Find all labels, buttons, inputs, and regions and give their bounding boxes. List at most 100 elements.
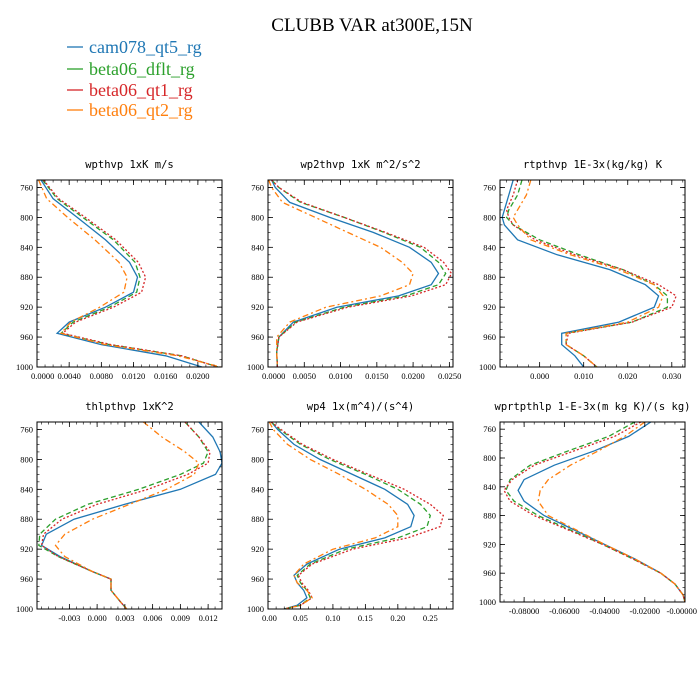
plot-frame (267, 421, 454, 610)
legend-entry: beta06_qt1_rg (89, 80, 193, 100)
y-tick-label: 960 (483, 568, 496, 578)
chart-panel-2: wp2thvp 1xK m^2/s^2 0.0000 0.0050 0.0100 0.0… (247, 159, 461, 381)
series-line-beta06_qt2_rg (38, 180, 221, 367)
series-line-beta06_qt2_rg (537, 422, 685, 602)
y-tick-label: 760 (483, 182, 496, 192)
y-tick-label: 840 (483, 242, 496, 252)
y-tick-label: 1000 (247, 362, 264, 372)
x-tick-label: 0.0040 (57, 371, 80, 381)
plot-frame (36, 421, 223, 610)
x-tick-label: 0.0200 (186, 371, 209, 381)
x-tick-label: 0.0150 (365, 371, 388, 381)
x-tick-label: -0.003 (58, 613, 80, 623)
y-tick-label: 800 (20, 454, 33, 464)
series-group (268, 180, 453, 367)
panel-title: wprtpthlp 1-E-3x(m kg K)/(s kg) (495, 401, 691, 413)
series-line-beta06_dflt_rg (505, 422, 685, 602)
y-tick-label: 920 (251, 302, 264, 312)
chart-panel-4: thlpthvp 1xK^2 -0.003 0.000 0.003 0.006 0.009… (16, 401, 223, 623)
x-tick-label: 0.0160 (154, 371, 177, 381)
series-line-beta06_dflt_rg (270, 422, 432, 609)
series-line-cam078_qt5_rg (40, 180, 203, 367)
y-tick-label: 1000 (16, 362, 33, 372)
panels: wpthvp 1xK m/s0.0000 0.0040 0.0080 0.0120 0.… (16, 159, 697, 623)
y-tick-label: 880 (483, 511, 496, 521)
x-tick-label: 0.05 (293, 613, 308, 623)
plot-frame (499, 179, 686, 368)
x-tick-label: 0.0250 (438, 371, 461, 381)
y-tick-label: 800 (251, 212, 264, 222)
x-tick-label: 0.0200 (401, 371, 424, 381)
y-tick-label: 920 (251, 544, 264, 554)
panel-title: wp4 1x(m^4)/(s^4) (307, 401, 414, 413)
y-tick-label: 880 (20, 514, 33, 524)
x-tick-label: 0.000 (530, 371, 549, 381)
series-line-beta06_qt1_rg (271, 180, 453, 367)
series-line-beta06_qt2_rg (512, 180, 664, 367)
x-tick-label: 0.20 (390, 613, 405, 623)
panel-title: rtpthvp 1E-3x(kg/kg) K (523, 159, 663, 171)
y-tick-label: 840 (483, 482, 496, 492)
series-line-beta06_qt2_rg (268, 422, 399, 609)
y-tick-label: 960 (20, 574, 33, 584)
y-tick-label: 1000 (479, 362, 496, 372)
x-tick-label: 0.0080 (90, 371, 113, 381)
y-tick-label: 760 (251, 424, 264, 434)
y-tick-label: 920 (20, 544, 33, 554)
y-tick-label: 960 (251, 574, 264, 584)
y-tick-label: 960 (483, 332, 496, 342)
y-tick-label: 1000 (479, 597, 496, 607)
x-tick-label: -0.06000 (549, 606, 579, 616)
y-tick-label: 880 (483, 272, 496, 282)
series-group (503, 422, 685, 602)
x-tick-label: 0.00 (262, 613, 277, 623)
panel-title: thlpthvp 1xK^2 (85, 401, 174, 413)
x-tick-label: 0.003 (115, 613, 134, 623)
legend-entry: beta06_qt2_rg (89, 100, 193, 120)
y-tick-label: 800 (20, 212, 33, 222)
y-tick-label: 840 (20, 242, 33, 252)
series-line-beta06_qt1_rg (505, 180, 677, 367)
legend-entry: beta06_dflt_rg (89, 59, 195, 79)
chart-panel-1: wpthvp 1xK m/s 0.0000 0.0040 0.0080 0.0120 0.… (16, 159, 223, 381)
x-tick-label: 0.012 (199, 613, 218, 623)
series-group (38, 180, 221, 367)
y-tick-label: 920 (20, 302, 33, 312)
x-tick-label: 0.0050 (293, 371, 316, 381)
series-group (501, 180, 677, 367)
y-tick-label: 920 (483, 539, 496, 549)
legend: cam078_qt5_rgbeta06_dflt_rgbeta06_qt1_rg… (67, 37, 202, 120)
plot-frame (499, 421, 686, 603)
series-group (38, 422, 222, 609)
y-tick-label: 880 (251, 272, 264, 282)
chart-panel-3: rtpthvp 1E-3x(kg/kg) K 0.000 0.010 0.020 0.0… (479, 159, 686, 381)
series-line-beta06_qt2_rg (54, 422, 200, 609)
chart-panel-5: wp4 1x(m^4)/(s^4) 0.00 0.05 0.10 0.15 0.20 0.2… (247, 401, 454, 623)
x-tick-label: 0.10 (325, 613, 340, 623)
x-tick-label: 0.010 (574, 371, 593, 381)
x-tick-label: 0.020 (618, 371, 637, 381)
plot-frame (267, 179, 454, 368)
y-tick-label: 1000 (16, 604, 33, 614)
series-line-cam078_qt5_rg (501, 180, 660, 367)
x-tick-label: -0.08000 (509, 606, 539, 616)
y-tick-label: 920 (483, 302, 496, 312)
y-tick-label: 760 (251, 182, 264, 192)
x-tick-label: 0.000 (88, 613, 107, 623)
y-tick-label: 880 (20, 272, 33, 282)
series-group (268, 422, 445, 609)
y-tick-label: 800 (483, 212, 496, 222)
y-tick-label: 840 (251, 484, 264, 494)
series-line-beta06_qt2_rg (268, 180, 414, 367)
figure-title: CLUBB VAR at300E,15N (271, 15, 473, 36)
y-tick-label: 960 (251, 332, 264, 342)
x-tick-label: 0.15 (358, 613, 373, 623)
x-tick-label: 0.0000 (262, 371, 285, 381)
x-tick-label: 0.009 (171, 613, 190, 623)
y-tick-label: 760 (483, 424, 496, 434)
x-tick-label: 0.0120 (122, 371, 145, 381)
x-tick-label: 0.030 (662, 371, 681, 381)
x-tick-label: -0.00000 (667, 606, 697, 616)
